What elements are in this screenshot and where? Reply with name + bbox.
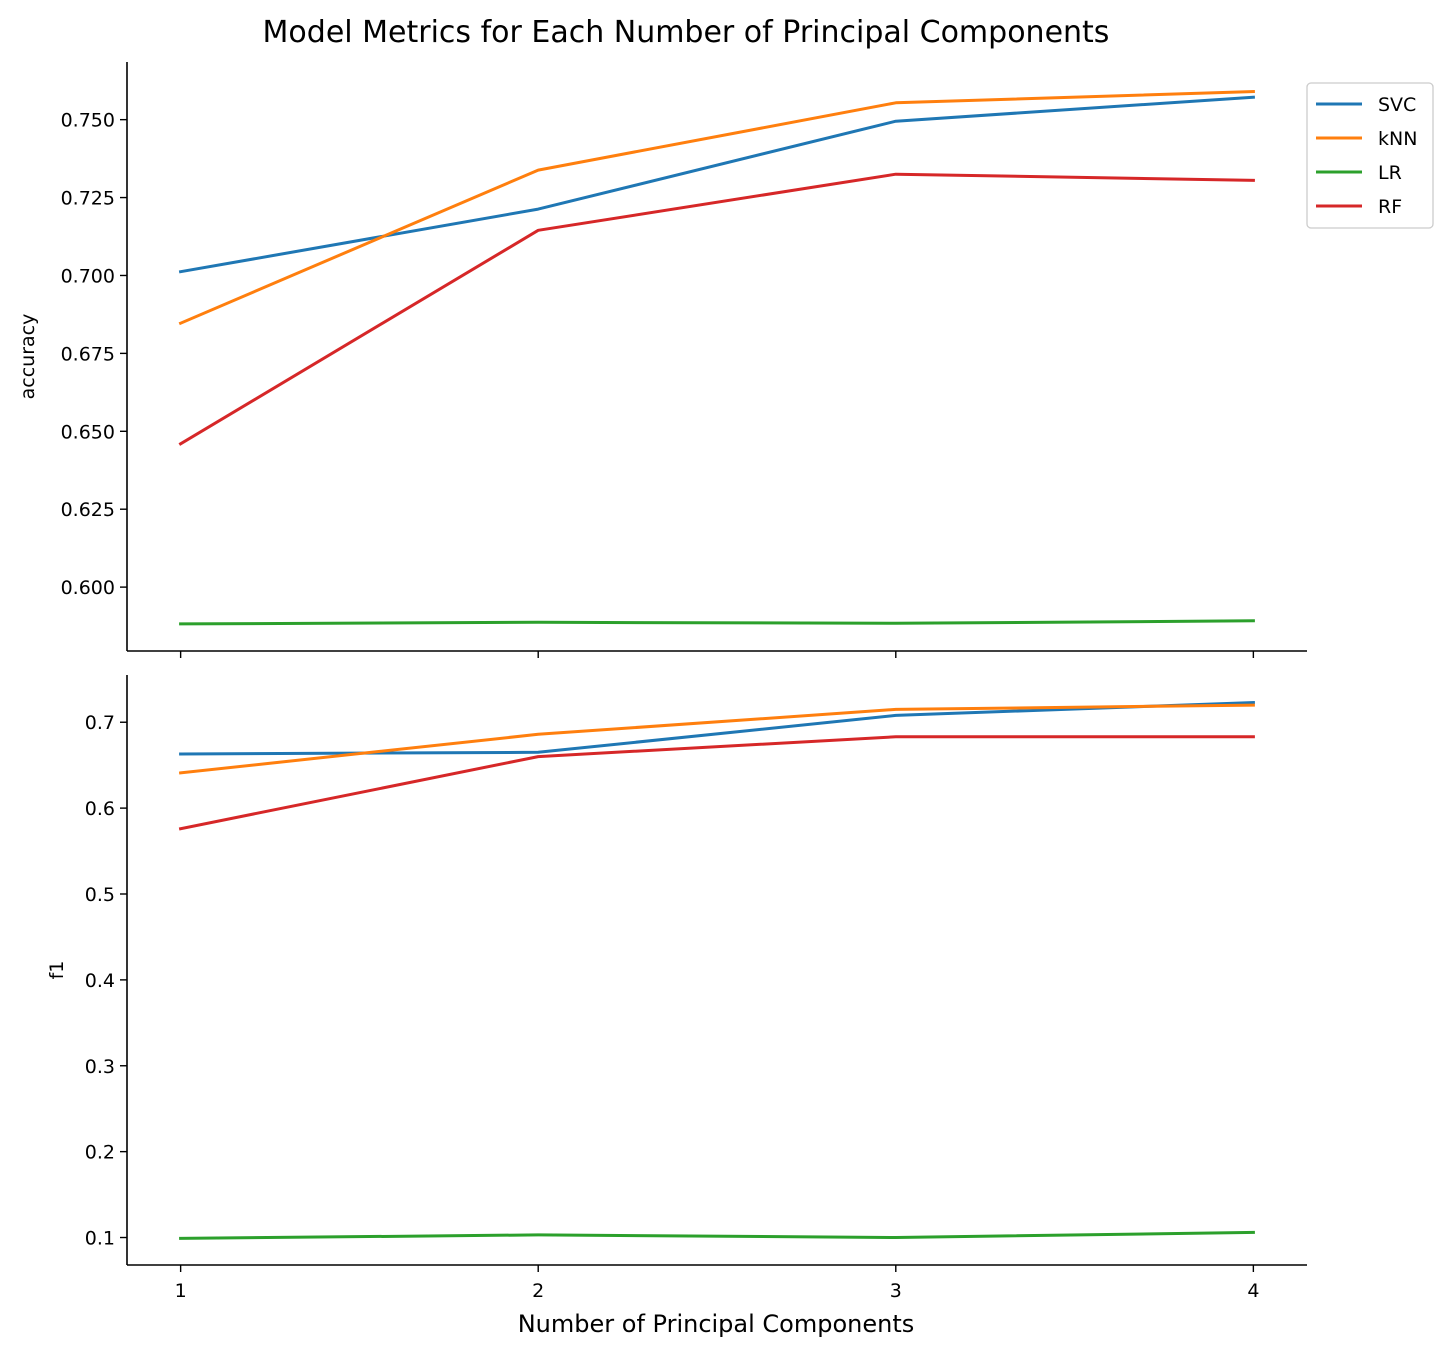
accuracy-y-tick-label: 0.650 bbox=[61, 421, 115, 443]
x-axis-label: Number of Principal Components bbox=[518, 1310, 915, 1338]
x-tick-label: 3 bbox=[890, 1280, 902, 1302]
f1-series-line-lr bbox=[179, 1230, 1255, 1240]
x-tick-label: 2 bbox=[532, 1280, 544, 1302]
accuracy-series-line-knn bbox=[178, 90, 1255, 326]
f1-y-tick-label: 0.2 bbox=[85, 1142, 115, 1164]
x-tick-label: 4 bbox=[1247, 1280, 1259, 1302]
f1-series-line-rf bbox=[178, 735, 1255, 831]
f1-y-tick-label: 0.5 bbox=[85, 884, 115, 906]
legend-label-lr: LR bbox=[1378, 162, 1402, 184]
f1-series-line-knn bbox=[178, 703, 1255, 775]
legend-label-rf: RF bbox=[1378, 196, 1402, 218]
f1-y-tick-label: 0.1 bbox=[85, 1228, 115, 1250]
accuracy-y-tick-label: 0.725 bbox=[61, 188, 115, 210]
accuracy-series-line-lr bbox=[179, 619, 1255, 626]
accuracy-series-line-rf bbox=[178, 172, 1255, 446]
accuracy-series-line-svc bbox=[178, 95, 1255, 274]
legend-box bbox=[1306, 82, 1434, 229]
accuracy-y-axis-label: accuracy bbox=[17, 314, 39, 400]
f1-y-tick-label: 0.4 bbox=[85, 970, 115, 992]
legend: SVC kNN LR RF bbox=[1306, 82, 1434, 229]
accuracy-y-tick-label: 0.625 bbox=[61, 499, 115, 521]
f1-y-tick-label: 0.3 bbox=[85, 1056, 115, 1078]
legend-label-svc: SVC bbox=[1378, 94, 1416, 116]
x-tick-label: 1 bbox=[175, 1280, 187, 1302]
accuracy-y-tick-label: 0.750 bbox=[61, 110, 115, 132]
accuracy-panel: 0.600 0.625 0.650 0.675 0.700 0.725 0.750 accur… bbox=[17, 62, 1307, 658]
accuracy-y-tick-label: 0.675 bbox=[61, 343, 115, 365]
f1-y-tick-label: 0.6 bbox=[85, 798, 115, 820]
f1-y-axis-label: f1 bbox=[46, 961, 68, 980]
accuracy-y-tick-label: 0.600 bbox=[61, 577, 115, 599]
accuracy-y-tick-label: 0.700 bbox=[61, 265, 115, 287]
f1-y-tick-label: 0.7 bbox=[85, 712, 115, 734]
chart-title: Model Metrics for Each Number of Princip… bbox=[263, 15, 1110, 50]
legend-label-knn: kNN bbox=[1378, 128, 1417, 150]
f1-panel: 0.1 0.2 0.3 0.4 0.5 0.6 0.7 1 2 3 4 f1 bbox=[46, 675, 1307, 1302]
